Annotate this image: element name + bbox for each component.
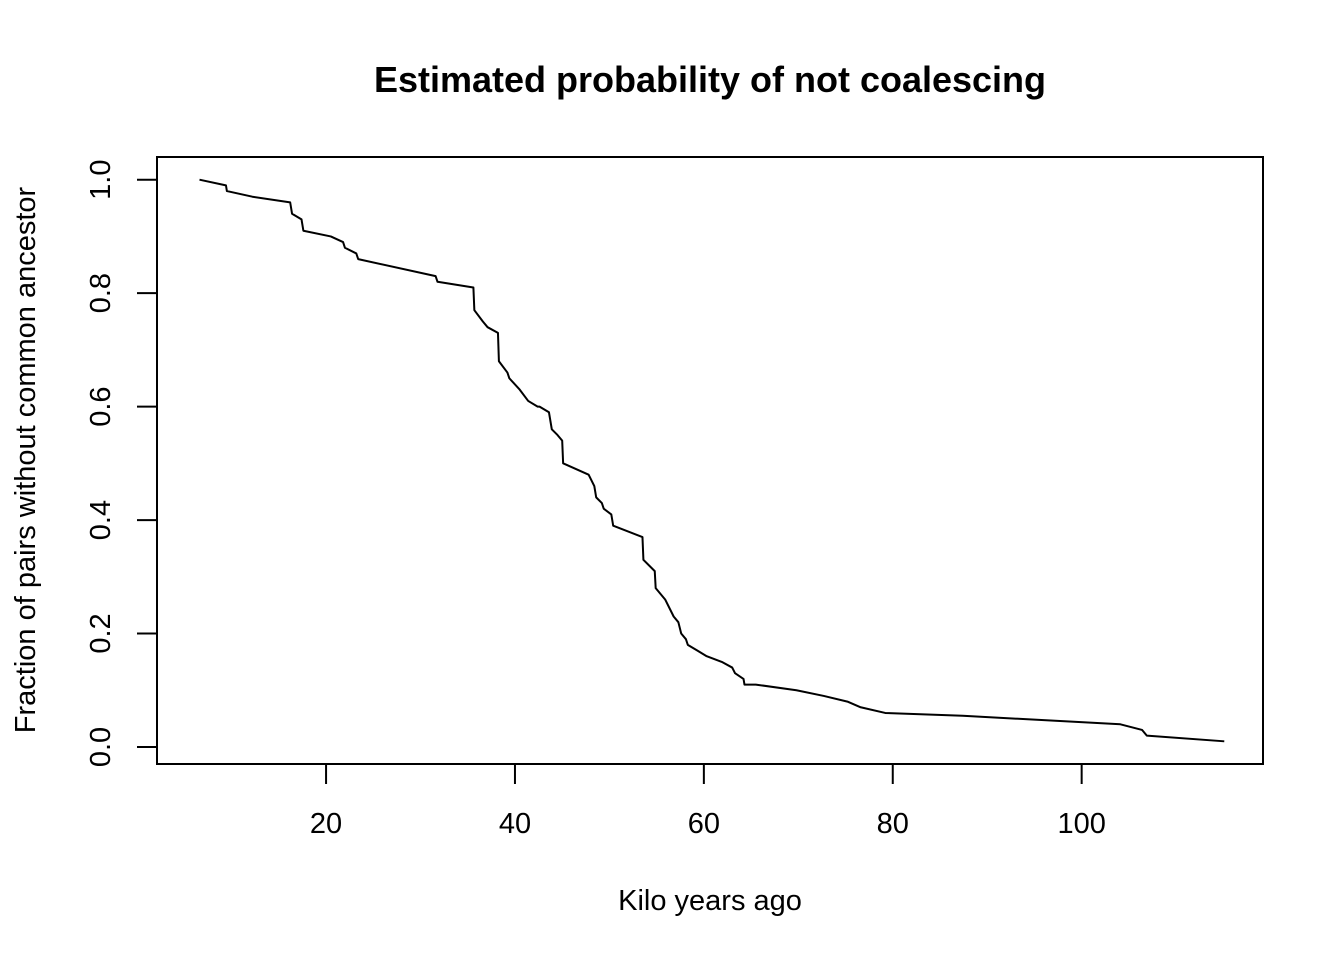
x-tick-label: 20 bbox=[310, 808, 342, 840]
x-tick-label: 60 bbox=[688, 808, 720, 840]
x-tick-label: 40 bbox=[499, 808, 531, 840]
y-tick-label: 0.0 bbox=[85, 727, 117, 767]
y-tick-label: 1.0 bbox=[85, 160, 117, 200]
y-tick-label: 0.6 bbox=[85, 386, 117, 426]
y-tick-label: 0.8 bbox=[85, 273, 117, 313]
plot-frame bbox=[156, 156, 1264, 765]
y-tick-label: 0.4 bbox=[85, 500, 117, 540]
y-tick-label: 0.2 bbox=[85, 613, 117, 653]
survival-curve-line bbox=[199, 178, 1225, 743]
x-tick-label: 80 bbox=[877, 808, 909, 840]
y-axis-label: Fraction of pairs without common ancesto… bbox=[10, 186, 42, 733]
x-axis-label: Kilo years ago bbox=[618, 885, 802, 917]
chart-title: Estimated probability of not coalescing bbox=[374, 59, 1046, 100]
y-axis: 0.0 0.2 0.4 0.6 0.8 1.0 bbox=[85, 160, 157, 767]
x-tick-label: 100 bbox=[1057, 808, 1105, 840]
x-axis: 20 40 60 80 100 bbox=[310, 764, 1106, 840]
